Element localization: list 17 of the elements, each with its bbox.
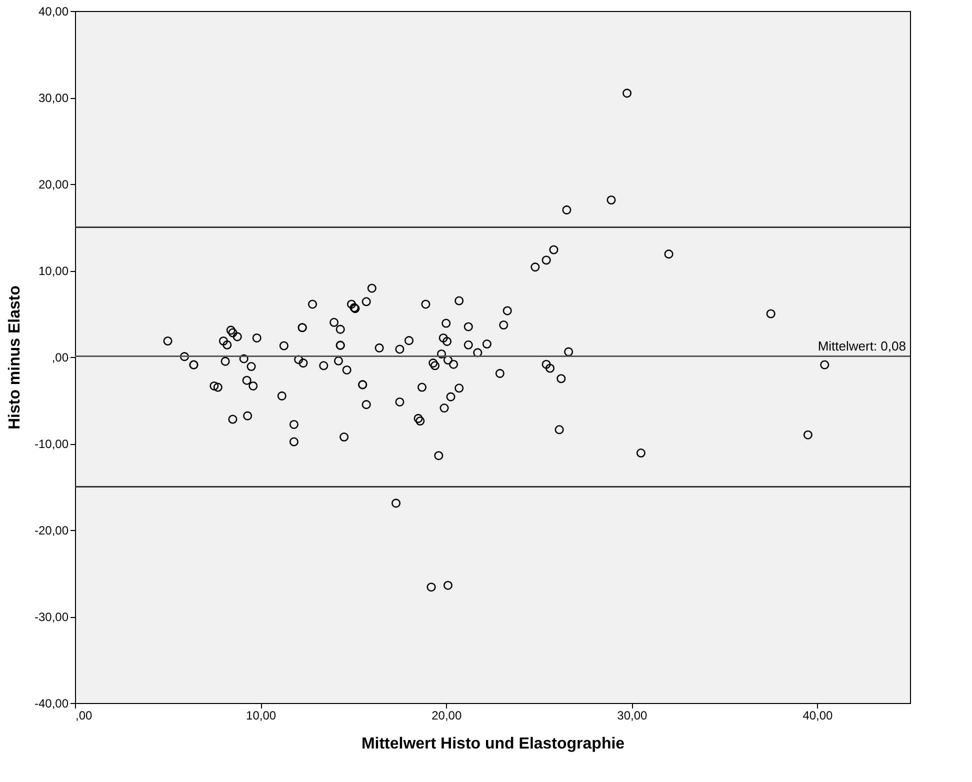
y-tick-label: 10,00 [38,264,69,278]
x-tick-label: 10,00 [246,708,276,722]
x-tick-label: 40,00 [802,708,834,722]
x-tick-label: ,00 [76,708,93,722]
y-tick-label: 40,00 [38,4,69,18]
y-tick-label: ,00 [52,350,69,364]
x-tick-label: 20,00 [432,708,462,722]
y-tick-label: -30,00 [34,610,69,624]
y-tick-label: -20,00 [34,524,69,538]
x-tick-label: 30,00 [617,708,648,722]
y-tick-label: 20,00 [38,178,69,192]
x-axis-title: Mittelwert Histo und Elastographie [361,736,625,752]
ref-line-label: Mittelwert: 0,08 [818,338,906,354]
y-tick-label: -40,00 [34,696,69,710]
y-tick-label: 30,00 [38,91,69,105]
y-tick-label: -10,00 [34,437,69,451]
y-axis-title: Histo minus Elasto [6,285,24,430]
